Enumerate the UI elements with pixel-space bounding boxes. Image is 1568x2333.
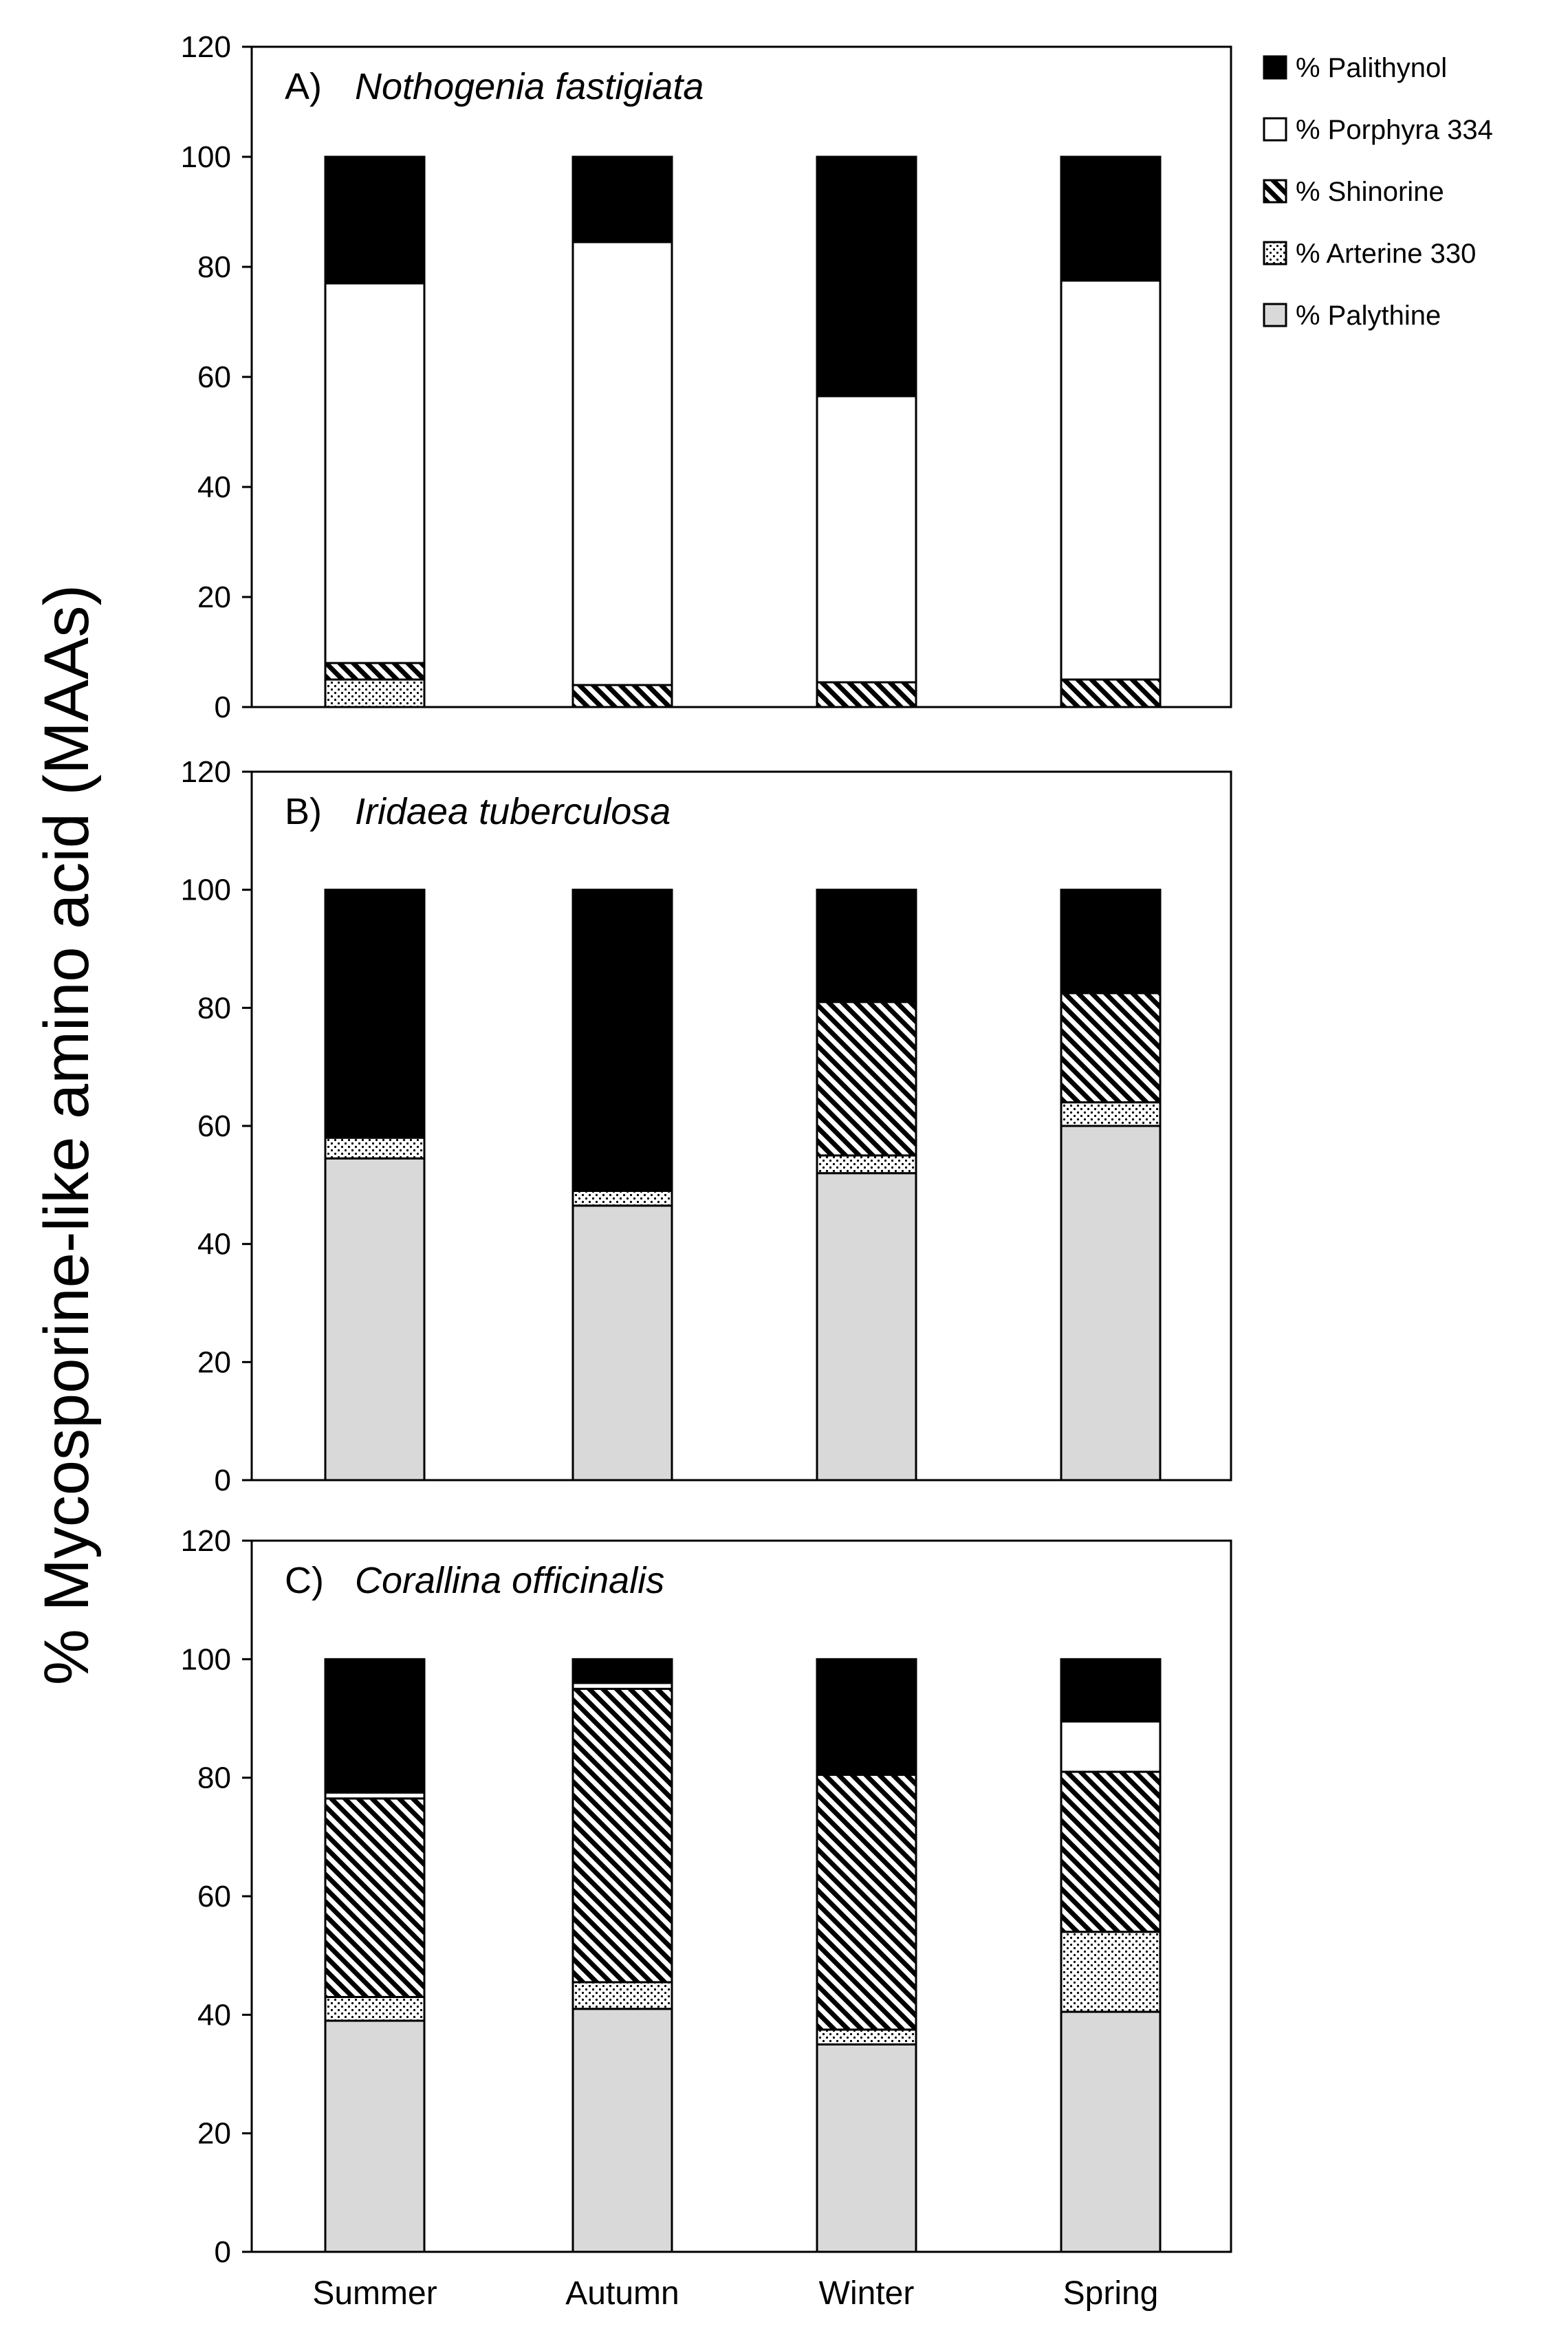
legend-item-arterine: % Arterine 330 [1263,239,1476,269]
bar-segment-palithynol-summer [324,155,426,285]
y-tick-label: 100 [181,1642,231,1676]
bar-segment-palythine-summer [324,1157,426,1482]
bar-segment-porphyra-spring [1060,1720,1162,1773]
bar-segment-palithynol-spring [1060,1658,1162,1723]
legend-swatch [1263,179,1287,204]
bar-segment-shinorine-spring [1060,678,1162,708]
y-tick-label: 80 [197,991,231,1025]
y-tick-label: 20 [197,580,231,614]
bar-segment-shinorine-winter [816,1773,917,2031]
bar-segment-arterine-autumn [571,1981,673,2010]
x-category-label: Spring [1063,2275,1159,2312]
panel-species-name: Iridaea tuberculosa [355,791,671,832]
bar-segment-palythine-spring [1060,2010,1162,2253]
bar-segment-shinorine-spring [1060,992,1162,1104]
y-tick-label: 80 [197,250,231,284]
bar-segment-palithynol-autumn [571,889,673,1192]
bar-segment-arterine-summer [324,1136,426,1160]
legend-label: % Arterine 330 [1296,239,1476,269]
bar-segment-palythine-winter [816,2043,917,2253]
panel-3: 0 20 40 60 80 100 120 C) Corallina officinalis [181,1524,1232,2269]
bar-segment-shinorine-autumn [571,684,673,708]
legend-item-porphyra: % Porphyra 334 [1263,115,1493,145]
bar-segment-palithynol-winter [816,1658,917,1776]
legend-swatch [1263,303,1287,327]
y-tick-label: 40 [197,1228,231,1261]
panel-letter: C) [285,1560,324,1601]
x-category-label: Winter [819,2275,915,2312]
bar-segment-arterine-summer [324,678,426,708]
legend-swatch [1263,55,1287,80]
bar-segment-palithynol-summer [324,889,426,1139]
bar-segment-palythine-winter [816,1172,917,1482]
y-tick-label: 120 [181,755,231,789]
legend-label: % Porphyra 334 [1296,115,1493,145]
y-tick-label: 20 [197,1345,231,1379]
panel-2: 0 20 40 60 80 100 120 B) Iridaea tuberculosa [181,755,1232,1497]
bar-segment-shinorine-winter [816,681,917,708]
bar-segment-arterine-autumn [571,1189,673,1207]
bar-segment-arterine-spring [1060,1101,1162,1127]
bar-segment-porphyra-autumn [571,241,673,686]
bar-segment-arterine-winter [816,1154,917,1175]
y-tick-label: 20 [197,2117,231,2151]
y-tick-label: 80 [197,1761,231,1795]
y-tick-label: 100 [181,140,231,174]
x-category-labels: Summer Autumn Winter Spring [312,2275,1158,2312]
bar-segment-palithynol-spring [1060,889,1162,995]
y-tick-label: 120 [181,1524,231,1558]
y-tick-label: 60 [197,360,231,394]
y-tick-label: 40 [197,1998,231,2032]
bar-segment-palythine-spring [1060,1125,1162,1482]
panel-letter: A) [285,66,322,107]
legend-swatch [1263,241,1287,265]
legend-label: % Palythine [1296,301,1441,331]
panel-1: 0 20 40 60 80 100 120 A) Nothogenia fastigiata [181,30,1232,724]
chart-panels: 0 20 40 60 80 100 120 A) Nothogenia fastigiata 0 2… [181,30,1232,2269]
bar-segment-palithynol-autumn [571,1658,673,1684]
bar-segment-shinorine-summer [324,662,426,681]
bar-segment-arterine-summer [324,1995,426,2022]
bar-segment-porphyra-winter [816,395,917,684]
legend-item-palythine: % Palythine [1263,301,1441,331]
bar-segment-palithynol-winter [816,155,917,398]
bar-segment-palythine-summer [324,2019,426,2253]
bar-segment-palithynol-winter [816,889,917,1003]
bar-segment-shinorine-autumn [571,1687,673,1984]
y-tick-label: 0 [215,691,231,724]
bar-segment-arterine-winter [816,2028,917,2046]
legend-label: % Shinorine [1296,177,1444,207]
x-category-label: Summer [312,2275,437,2312]
y-tick-label: 0 [215,2235,231,2269]
bar-segment-palythine-autumn [571,1204,673,1482]
bar-segment-palithynol-summer [324,1658,426,1794]
bar-segment-porphyra-summer [324,282,426,664]
legend-item-palithynol: % Palithynol [1263,53,1447,83]
y-tick-label: 100 [181,873,231,907]
legend: % Palithynol % Porphyra 334 % Shinorine % A… [1263,53,1493,331]
bar-segment-arterine-spring [1060,1931,1162,2013]
legend-swatch [1263,117,1287,142]
y-axis-label: % Mycosporine-like amino acid (MAAs) [32,585,102,1685]
y-tick-label: 0 [215,1464,231,1497]
y-tick-label: 40 [197,470,231,504]
y-tick-label: 120 [181,30,231,64]
bar-segment-shinorine-summer [324,1797,426,1998]
y-tick-label: 60 [197,1109,231,1143]
bar-segment-porphyra-spring [1060,279,1162,681]
bar-segment-shinorine-spring [1060,1770,1162,1933]
legend-item-shinorine: % Shinorine [1263,177,1444,207]
x-category-label: Autumn [565,2275,679,2312]
panel-species-name: Corallina officinalis [355,1560,664,1601]
bar-segment-palithynol-autumn [571,155,673,243]
bar-segment-palythine-autumn [571,2008,673,2253]
legend-label: % Palithynol [1296,53,1447,83]
y-tick-label: 60 [197,1880,231,1913]
panel-species-name: Nothogenia fastigiata [355,66,704,107]
panel-letter: B) [285,791,322,832]
bar-segment-shinorine-winter [816,1001,917,1157]
bar-segment-palithynol-spring [1060,155,1162,282]
